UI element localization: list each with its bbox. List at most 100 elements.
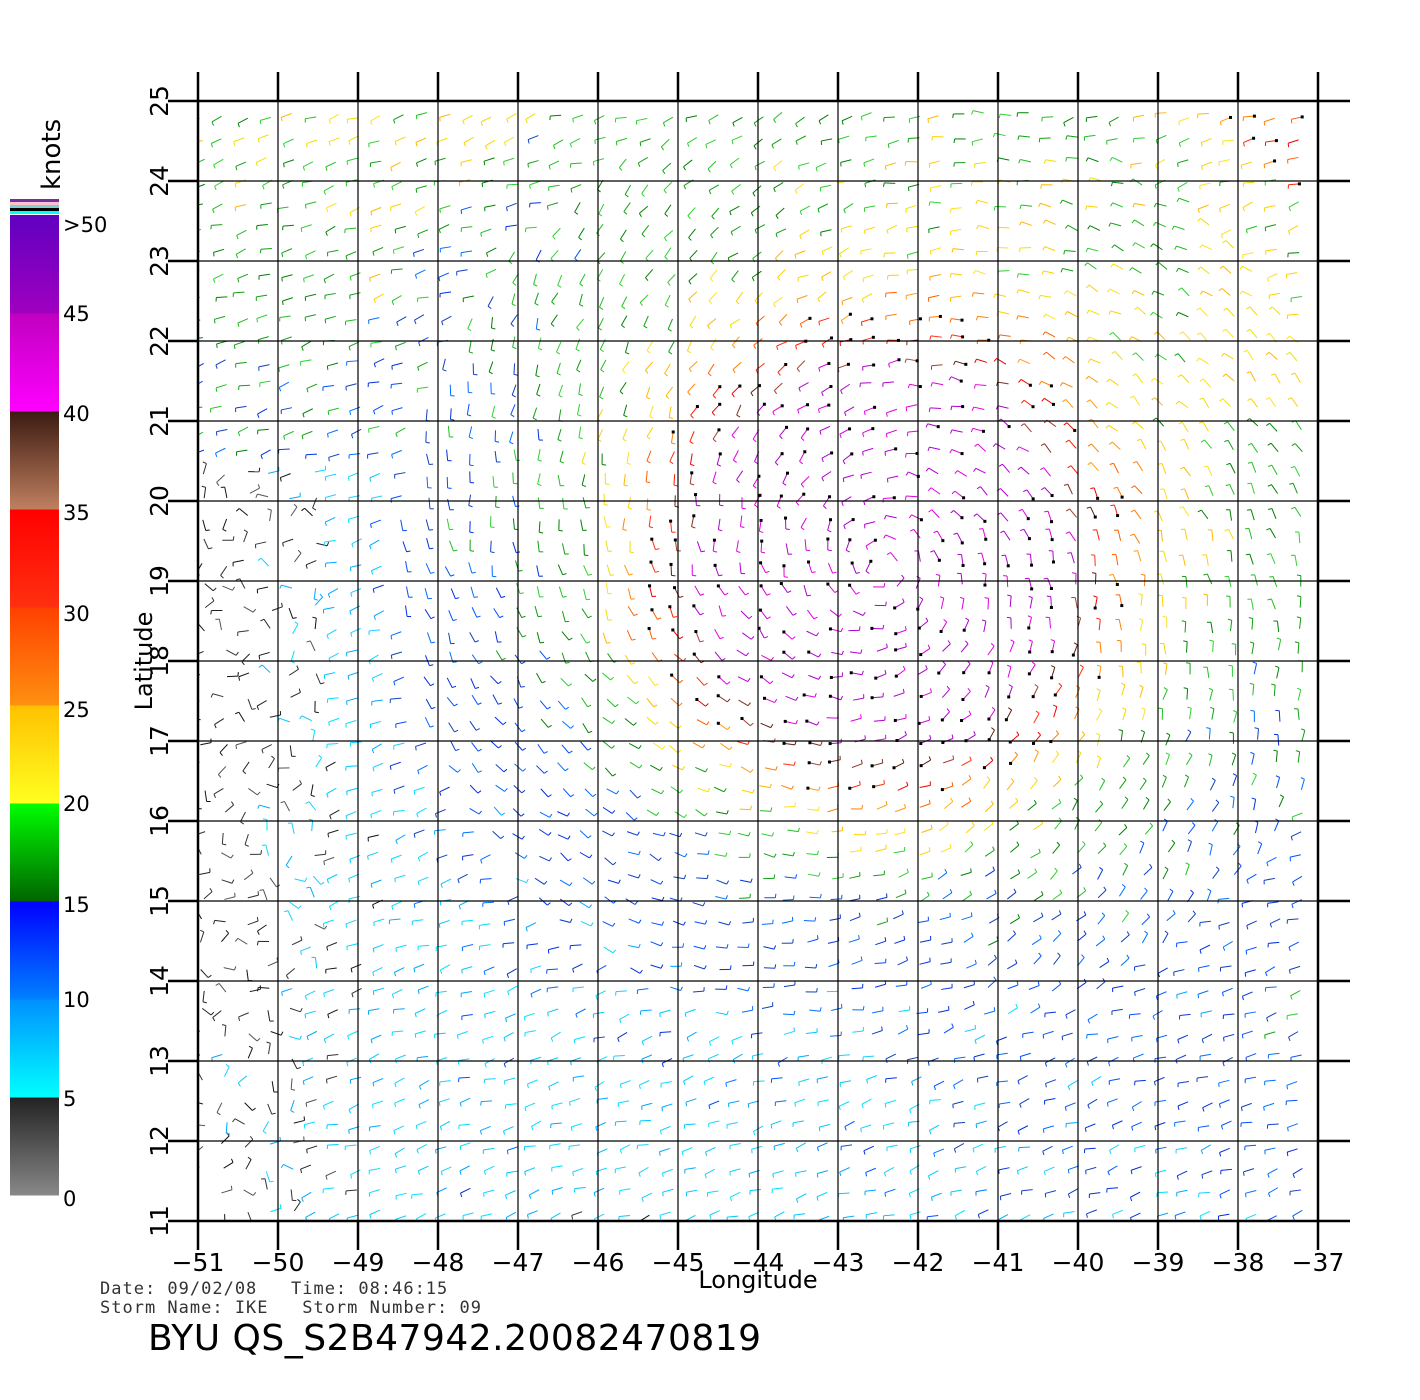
wind-barb [669,342,674,354]
wind-barb [885,1189,895,1196]
wind-barb [998,419,1011,428]
wind-barb [373,247,383,255]
wind-barb [1019,509,1030,520]
wind-barb [928,1058,938,1066]
wind-barb [1275,666,1279,678]
wind-barb [795,251,805,259]
wind-barb [874,670,886,680]
wind-barb [821,230,832,236]
wind-barb [439,1099,449,1106]
wind-barb [940,913,951,920]
wind-barb [528,161,539,168]
wind-barb [221,566,227,578]
wind-barb [1008,981,1018,989]
wind-barb [775,250,783,261]
wind-barb [1166,753,1170,765]
x-tick-label: −50 [252,1248,305,1277]
wind-barb [607,789,619,794]
wind-barb [1163,663,1167,675]
wind-barb [292,936,302,945]
wind-barb [763,874,774,878]
wind-barb [484,990,495,997]
wind-barb [800,230,809,239]
wind-barb [236,742,246,749]
wind-barb [684,1076,694,1085]
wind-barb [1112,1121,1122,1129]
wind-barb [505,1191,515,1199]
wind-barb [1158,463,1166,473]
wind-barb [1009,798,1017,809]
x-tick-label: −41 [972,1248,1025,1277]
wind-barb [625,565,633,575]
wind-barb [778,270,786,281]
wind-barb [1053,842,1060,853]
wind-barb [558,835,570,839]
wind-barb [225,802,233,813]
wind-barb [877,918,887,925]
wind-barb [829,695,843,700]
wind-barb [350,293,361,299]
wind-barb [671,698,682,705]
wind-barb [1286,352,1296,360]
wind-barb [586,809,598,816]
wind-barb [1264,878,1275,884]
wind-barb [861,317,873,326]
wind-barb [1044,578,1053,590]
wind-barb [1245,1012,1256,1018]
wind-barb [1247,483,1254,494]
wind-barb [247,970,252,981]
wind-barb [326,162,336,170]
wind-barb [1054,953,1061,965]
wind-barb [507,184,518,189]
wind-barb [214,788,223,797]
wind-barb [1197,333,1207,342]
wind-barb [281,801,290,811]
wind-barb [301,508,312,516]
wind-barb [426,431,430,443]
wind-barb [622,361,629,373]
wind-barb [753,186,761,197]
wind-barb [1017,1167,1027,1175]
wind-barb [526,923,536,932]
wind-barb [1066,1122,1077,1127]
wind-barb [952,249,964,253]
wind-barb [1287,1082,1297,1090]
wind-barb [849,895,860,901]
wind-barb [245,1103,256,1111]
wind-barb [742,1006,753,1012]
wind-barb [346,320,357,326]
wind-barb [391,269,402,274]
wind-barb [583,723,592,732]
wind-barb [1134,307,1145,314]
colorbar-tick-label: 0 [63,1187,76,1211]
wind-barb [787,828,799,832]
wind-barb [1233,844,1240,855]
wind-barb [1062,1146,1072,1154]
wind-barb [1109,223,1121,227]
wind-barb [729,1101,740,1107]
wind-barb [732,136,742,144]
wind-barb [1084,1148,1095,1153]
wind-barb [536,250,541,262]
wind-barb [324,186,334,195]
wind-barb [493,831,504,838]
wind-barb [204,888,212,899]
wind-barb [1064,291,1076,296]
wind-barb [1207,889,1211,901]
wind-barb [1088,1014,1097,1023]
wind-barb [479,945,490,950]
wind-barb [291,1189,296,1200]
wind-barb [620,1145,630,1154]
wind-barb [860,383,871,387]
wind-barb [1132,1122,1142,1130]
wind-barb [598,429,603,441]
wind-barb [908,431,919,436]
wind-barb [854,831,866,835]
wind-barb [396,722,407,728]
wind-barb [1245,1145,1256,1150]
wind-barb [1007,665,1011,677]
wind-barb [1043,332,1055,337]
wind-barb [1071,597,1077,608]
wind-barb [244,1190,256,1196]
wind-barb [894,689,904,697]
